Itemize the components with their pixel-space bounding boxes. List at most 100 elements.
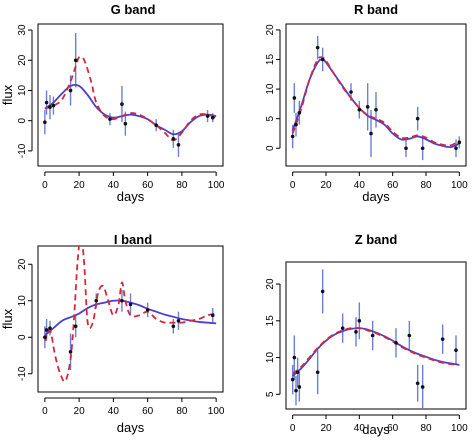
data-point [420,146,425,151]
y-tick-label: 20 [17,258,28,270]
data-point [120,298,124,303]
data-point [357,319,362,323]
y-tick-label: 0 [17,334,28,340]
data-point [176,319,181,323]
data-point [320,57,325,62]
x-tick-label: 60 [142,180,154,191]
data-point [73,58,78,63]
panel-title: Z band [355,232,398,247]
x-tick-label: 0 [290,180,296,191]
dashed-model-curve [292,326,460,375]
y-tick-label: 10 [17,84,28,96]
y-tick-label: 0 [265,145,276,151]
data-point [320,289,325,294]
data-point [370,333,375,338]
data-point [68,350,73,354]
data-point [154,123,158,128]
data-point [123,121,128,126]
x-tick-label: 100 [451,423,468,434]
data-point [292,355,297,360]
data-point [51,103,56,108]
data-point [210,313,215,318]
data-point [354,330,358,334]
y-axis-label: flux [0,84,15,105]
x-tick-label: 0 [42,406,48,417]
x-tick-label: 60 [387,180,399,191]
y-tick-label: 20 [17,54,28,66]
data-point [297,385,302,389]
data-point [295,370,300,375]
x-tick-label: 80 [176,406,188,417]
x-tick-label: 100 [208,180,225,191]
y-tick-label: 5 [265,391,276,397]
data-point [294,388,298,393]
data-point [43,120,47,124]
panel-g-band: G band 0 20 40 60 80 100 -10 0 10 20 30 days flux [0,2,225,204]
y-tick-label: 15 [265,315,276,327]
data-point [290,377,295,382]
data-point [73,324,78,329]
y-tick-label: 10 [265,83,276,95]
x-tick-label: 60 [387,423,399,434]
panel-title: G band [111,2,156,17]
plot-frame [285,23,467,167]
data-point [48,105,52,109]
data-point [120,102,124,106]
x-tick-label: 20 [74,180,86,191]
y-tick-label: 30 [17,24,28,36]
data-point [48,326,52,330]
data-point [454,348,458,353]
data-point [365,105,370,109]
panel-z-band: Z band 0 20 40 60 80 100 5 10 15 20 days [265,232,468,437]
data-point [94,298,99,303]
y-tick-label: 0 [17,117,28,123]
solid-model-curve [44,299,217,337]
data-point [128,302,133,307]
y-axis-label: flux [0,308,15,329]
x-tick-label: 80 [176,180,188,191]
data-point [43,335,47,340]
x-tick-label: 40 [108,406,120,417]
plot-frame [285,261,467,410]
x-tick-label: 20 [320,180,332,191]
x-tick-label: 100 [451,180,468,191]
panel-title: I band [114,232,152,247]
data-point [290,134,295,139]
data-point [415,116,420,121]
x-tick-label: 40 [354,423,366,434]
x-axis-label: days [362,422,390,437]
x-axis-label: days [362,189,390,204]
x-tick-label: 100 [208,406,225,417]
x-tick-label: 60 [142,406,154,417]
panel-i-band: I band 0 20 40 60 80 100 -10 0 10 20 days flux [0,232,225,435]
data-point [369,131,373,136]
y-tick-label: -10 [17,143,28,158]
y-tick-label: 10 [17,295,28,307]
data-point [340,326,345,330]
x-axis-label: days [117,189,145,204]
data-point [415,381,420,386]
data-point [315,370,320,375]
data-point [68,88,73,93]
dashed-model-curve [44,246,217,383]
data-point [404,146,408,151]
data-point [394,341,398,345]
data-point [171,137,176,141]
dashed-model-curve [44,55,217,142]
panel-r-band: R band 0 20 40 60 80 100 0 5 10 15 20 days [265,2,468,204]
y-tick-label: 15 [265,54,276,66]
y-tick-label: 20 [265,278,276,290]
x-tick-label: 80 [420,180,432,191]
y-tick-label: 10 [265,352,276,364]
data-point [171,324,176,329]
data-point [457,140,462,145]
data-point [357,107,362,112]
x-tick-label: 80 [420,423,432,434]
plot-frame [37,245,224,393]
x-tick-label: 20 [74,406,86,417]
data-point [374,107,378,112]
x-tick-label: 0 [290,423,296,434]
plot-frame [37,23,224,167]
x-tick-label: 0 [42,180,48,191]
